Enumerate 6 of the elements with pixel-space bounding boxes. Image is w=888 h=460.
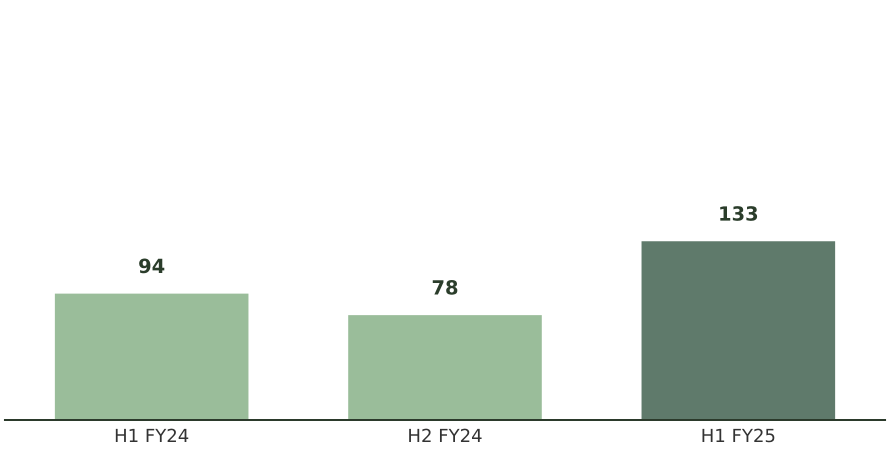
data-label: 78: [432, 280, 458, 295]
data-label: 133: [720, 206, 758, 221]
x-tick-label: H2 FY24: [409, 428, 482, 442]
x-tick-label: H1 FY24: [116, 428, 188, 442]
x-tick-label: H1 FY25: [702, 428, 774, 442]
data-label: 94: [139, 258, 164, 274]
